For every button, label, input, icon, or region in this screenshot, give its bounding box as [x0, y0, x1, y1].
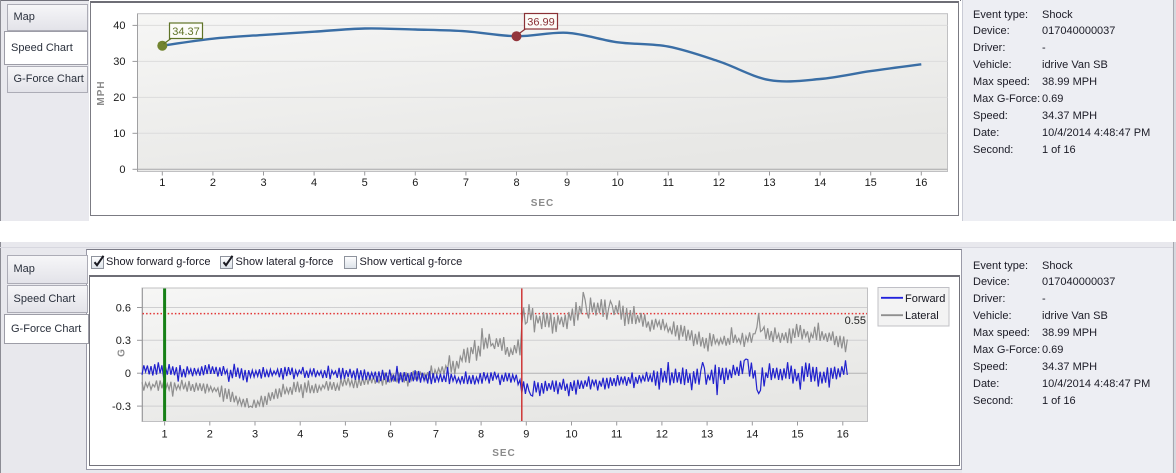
svg-text:0: 0 [125, 368, 131, 380]
svg-text:MPH: MPH [96, 80, 107, 105]
svg-text:16: 16 [915, 177, 927, 189]
svg-text:Forward: Forward [905, 293, 945, 305]
svg-text:3: 3 [252, 429, 258, 441]
svg-text:11: 11 [663, 177, 674, 189]
svg-text:20: 20 [113, 92, 125, 104]
svg-text:11: 11 [611, 429, 622, 441]
svg-text:36.99: 36.99 [527, 16, 555, 28]
svg-text:9: 9 [564, 177, 570, 189]
svg-text:0.55: 0.55 [845, 315, 866, 327]
svg-text:5: 5 [362, 177, 368, 189]
svg-text:15: 15 [791, 429, 803, 441]
svg-text:30: 30 [113, 56, 125, 68]
svg-text:15: 15 [865, 177, 877, 189]
svg-text:4: 4 [297, 429, 303, 441]
svg-text:3: 3 [260, 177, 266, 189]
svg-text:8: 8 [513, 177, 519, 189]
svg-text:13: 13 [701, 429, 713, 441]
svg-text:10: 10 [565, 429, 577, 441]
svg-text:7: 7 [463, 177, 469, 189]
svg-text:16: 16 [837, 429, 849, 441]
svg-text:10: 10 [612, 177, 624, 189]
svg-text:6: 6 [388, 429, 394, 441]
svg-text:0: 0 [119, 164, 125, 176]
svg-text:1: 1 [159, 177, 165, 189]
svg-text:7: 7 [433, 429, 439, 441]
svg-text:13: 13 [763, 177, 775, 189]
svg-text:SEC: SEC [531, 198, 555, 209]
svg-text:34.37: 34.37 [172, 26, 200, 38]
svg-text:9: 9 [523, 429, 529, 441]
svg-text:SEC: SEC [492, 448, 516, 459]
svg-text:10: 10 [113, 128, 125, 140]
svg-text:6: 6 [412, 177, 418, 189]
svg-text:-0.3: -0.3 [112, 401, 131, 413]
svg-text:4: 4 [311, 177, 317, 189]
svg-text:2: 2 [210, 177, 216, 189]
svg-text:G: G [117, 348, 128, 357]
svg-text:14: 14 [746, 429, 758, 441]
svg-text:1: 1 [162, 429, 168, 441]
svg-text:5: 5 [342, 429, 348, 441]
svg-text:Lateral: Lateral [905, 310, 939, 322]
svg-text:12: 12 [656, 429, 668, 441]
svg-text:0.3: 0.3 [116, 335, 131, 347]
svg-text:12: 12 [713, 177, 725, 189]
svg-text:40: 40 [113, 20, 125, 32]
svg-text:8: 8 [478, 429, 484, 441]
svg-text:14: 14 [814, 177, 826, 189]
svg-text:2: 2 [207, 429, 213, 441]
svg-text:0.6: 0.6 [116, 302, 131, 314]
